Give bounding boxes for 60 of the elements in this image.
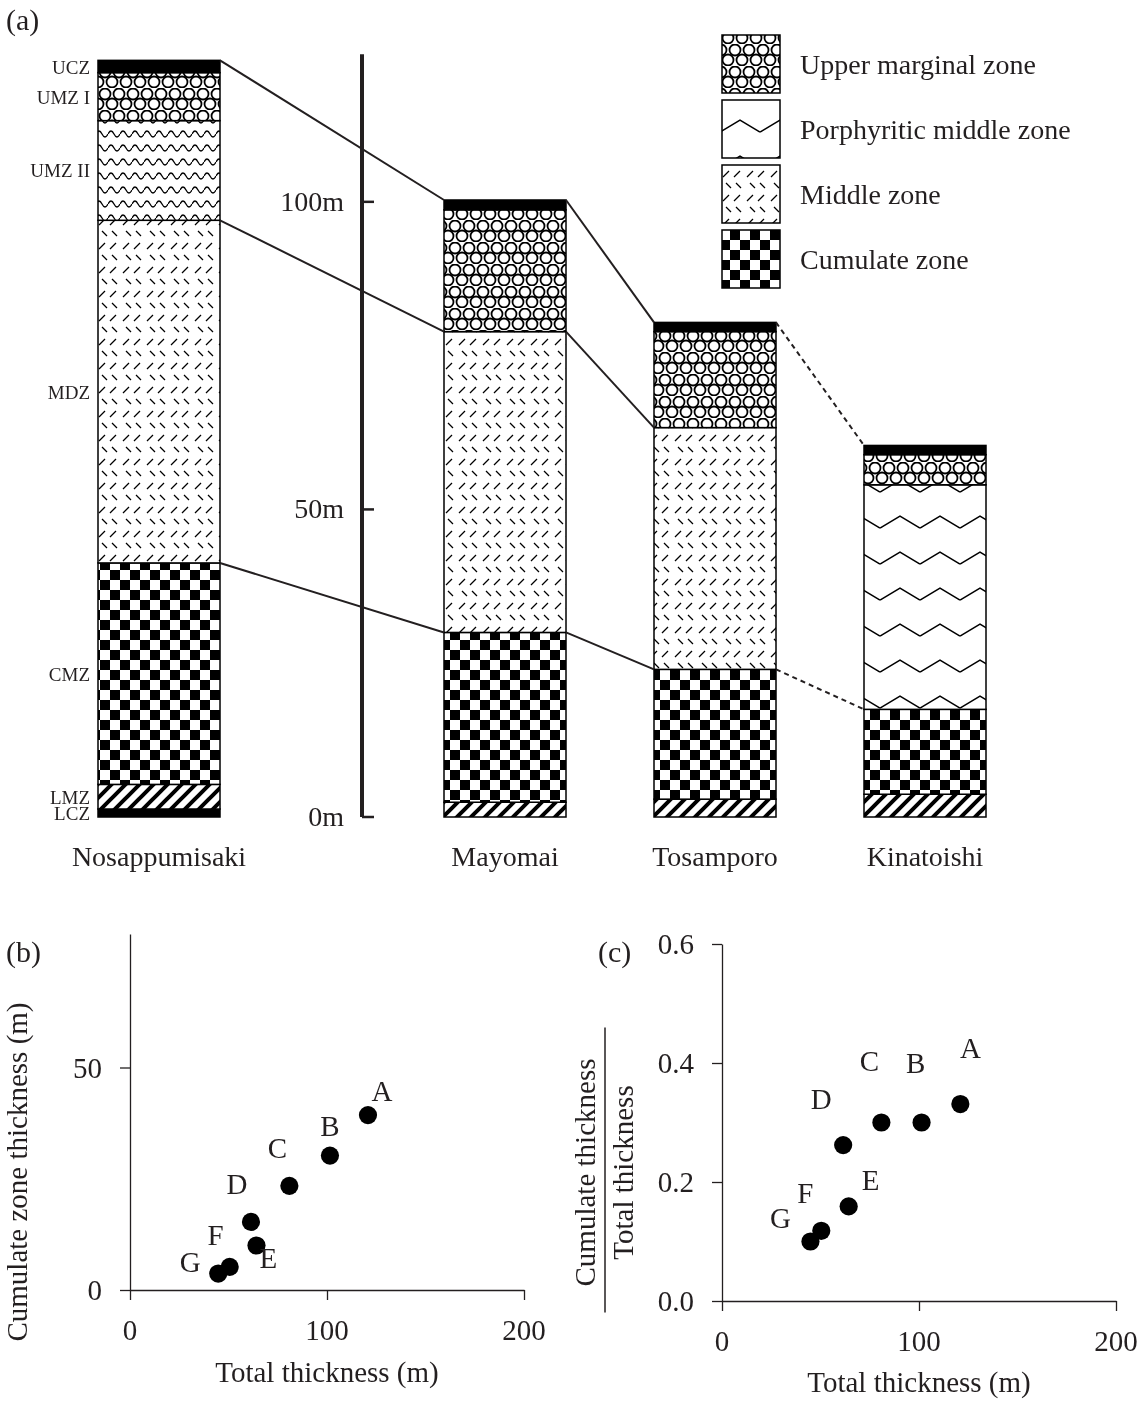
x-tick-label: Nosappumisaki bbox=[71, 841, 247, 872]
x-tick-label: 200 bbox=[1094, 1325, 1138, 1357]
y-tick-label: 0m bbox=[308, 801, 345, 832]
x-axis-title: Total thickness (m) bbox=[215, 1356, 439, 1389]
annotation: B bbox=[905, 1046, 926, 1079]
legend-label: Porphyritic middle zone bbox=[800, 114, 1071, 145]
point bbox=[280, 1176, 299, 1195]
point bbox=[834, 1136, 853, 1155]
point bbox=[358, 1106, 378, 1125]
point bbox=[872, 1113, 891, 1132]
chart-title: (c) bbox=[598, 935, 632, 969]
annotation: UCZ bbox=[52, 56, 90, 78]
annotation: MDZ bbox=[47, 381, 90, 403]
annotation: E bbox=[861, 1164, 880, 1197]
x-tick-label: 0 bbox=[122, 1314, 138, 1346]
annotation: F bbox=[207, 1218, 224, 1251]
x-tick-label: Mayomai bbox=[451, 841, 559, 872]
annotation: A bbox=[959, 1032, 981, 1065]
annotation: A bbox=[371, 1075, 393, 1108]
x-tick-label: Tosamporo bbox=[652, 841, 778, 872]
legend-label: Middle zone bbox=[800, 179, 941, 210]
chart-title: (a) bbox=[6, 3, 40, 37]
y-tick-label: 100m bbox=[280, 185, 345, 217]
annotation: UMZ II bbox=[30, 160, 90, 182]
y-tick-label: 50 bbox=[73, 1051, 102, 1084]
annotation: G bbox=[179, 1245, 201, 1278]
annotation: UMZ I bbox=[36, 86, 90, 108]
y-tick-label: 0.0 bbox=[657, 1285, 694, 1317]
chart-title: (b) bbox=[6, 935, 41, 969]
y-tick-label: 50m bbox=[294, 493, 345, 525]
legend-label: Cumulate zone bbox=[800, 244, 969, 275]
y-axis-title: Cumulate zone thickness (m) bbox=[1, 1002, 34, 1342]
x-axis-title: Total thickness (m) bbox=[807, 1366, 1031, 1399]
legend-label: Upper marginal zone bbox=[800, 49, 1036, 80]
x-tick-label: 100 bbox=[897, 1325, 941, 1357]
annotation: F bbox=[797, 1176, 814, 1209]
point bbox=[912, 1113, 931, 1132]
y-tick-label: 0.6 bbox=[657, 928, 694, 960]
x-tick-label: 200 bbox=[502, 1314, 546, 1346]
point bbox=[241, 1212, 261, 1231]
point bbox=[951, 1094, 970, 1114]
y-axis-title: Cumulate thickness Total thickness bbox=[569, 1058, 639, 1287]
x-tick-label: 0 bbox=[714, 1325, 730, 1357]
point bbox=[812, 1221, 831, 1240]
y-tick-label: 0.4 bbox=[657, 1047, 695, 1079]
annotation: C bbox=[859, 1044, 880, 1077]
x-tick-label: Kinatoishi bbox=[866, 841, 984, 872]
point bbox=[801, 1232, 820, 1251]
annotation: D bbox=[810, 1083, 832, 1116]
annotation: B bbox=[320, 1109, 340, 1142]
point bbox=[839, 1197, 858, 1216]
annotation: CMZ bbox=[48, 663, 90, 685]
point bbox=[209, 1264, 228, 1283]
annotation: C bbox=[267, 1131, 288, 1164]
annotation: E bbox=[259, 1241, 278, 1274]
annotation: D bbox=[226, 1167, 248, 1200]
annotation: G bbox=[769, 1201, 791, 1234]
y-tick-label: 0.2 bbox=[657, 1166, 694, 1198]
point bbox=[320, 1146, 340, 1165]
x-tick-label: 100 bbox=[305, 1314, 349, 1346]
